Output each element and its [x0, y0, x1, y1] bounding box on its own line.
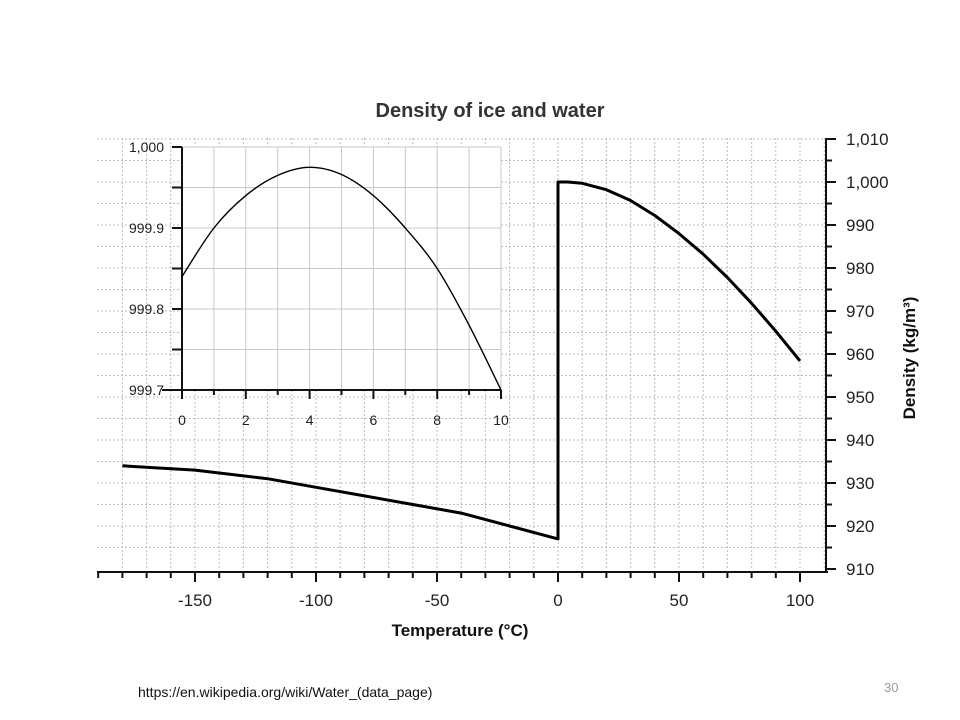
inset-x-tick-label: 6 [370, 412, 378, 428]
y-tick-label: 1,010 [846, 130, 889, 149]
x-tick-label: 0 [553, 591, 562, 610]
y-tick-label: 990 [846, 216, 874, 235]
inset-x-tick-label: 8 [433, 412, 441, 428]
x-tick-label: -50 [425, 591, 450, 610]
y-tick-label: 980 [846, 259, 874, 278]
y-tick-label: 950 [846, 388, 874, 407]
density-curve [122, 180, 802, 541]
y-tick-label: 970 [846, 302, 874, 321]
y-tick-label: 910 [846, 560, 874, 579]
y-tick-label: 960 [846, 345, 874, 364]
page-number: 30 [884, 680, 899, 695]
inset-y-tick-label: 1,000 [129, 139, 164, 155]
inset-x-tick-label: 10 [493, 412, 509, 428]
inset-x-tick-label: 0 [178, 412, 186, 428]
x-tick-label: -100 [299, 591, 333, 610]
inset-density-curve [181, 166, 502, 391]
inset-x-tick-label: 4 [306, 412, 314, 428]
x-tick-label: -150 [178, 591, 212, 610]
inset-grid [182, 146, 502, 390]
inset-y-tick-label: 999.9 [129, 220, 164, 236]
inset-series [181, 166, 502, 391]
main-axes: -150 -100 -50 0 50 10091092093094095096097098… [97, 130, 889, 610]
inset-y-tick-label: 999.8 [129, 301, 164, 317]
inset-axes: 999.7 999.8 999.9 1,000 0 2 4 6 8 10 [129, 139, 509, 428]
source-url[interactable]: https://en.wikipedia.org/wiki/Water_(dat… [138, 684, 433, 700]
y-axis-title: Density (kg/m³) [900, 297, 919, 420]
main-series [122, 180, 802, 541]
y-tick-label: 940 [846, 431, 874, 450]
inset-x-tick-label: 2 [242, 412, 250, 428]
x-tick-label: 50 [670, 591, 689, 610]
inset-y-tick-label: 999.7 [129, 382, 164, 398]
y-tick-label: 1,000 [846, 173, 889, 192]
y-tick-label: 930 [846, 474, 874, 493]
chart-title: Density of ice and water [376, 100, 605, 122]
x-tick-label: 100 [786, 591, 814, 610]
y-tick-label: 920 [846, 517, 874, 536]
x-axis-title: Temperature (°C) [392, 621, 529, 640]
